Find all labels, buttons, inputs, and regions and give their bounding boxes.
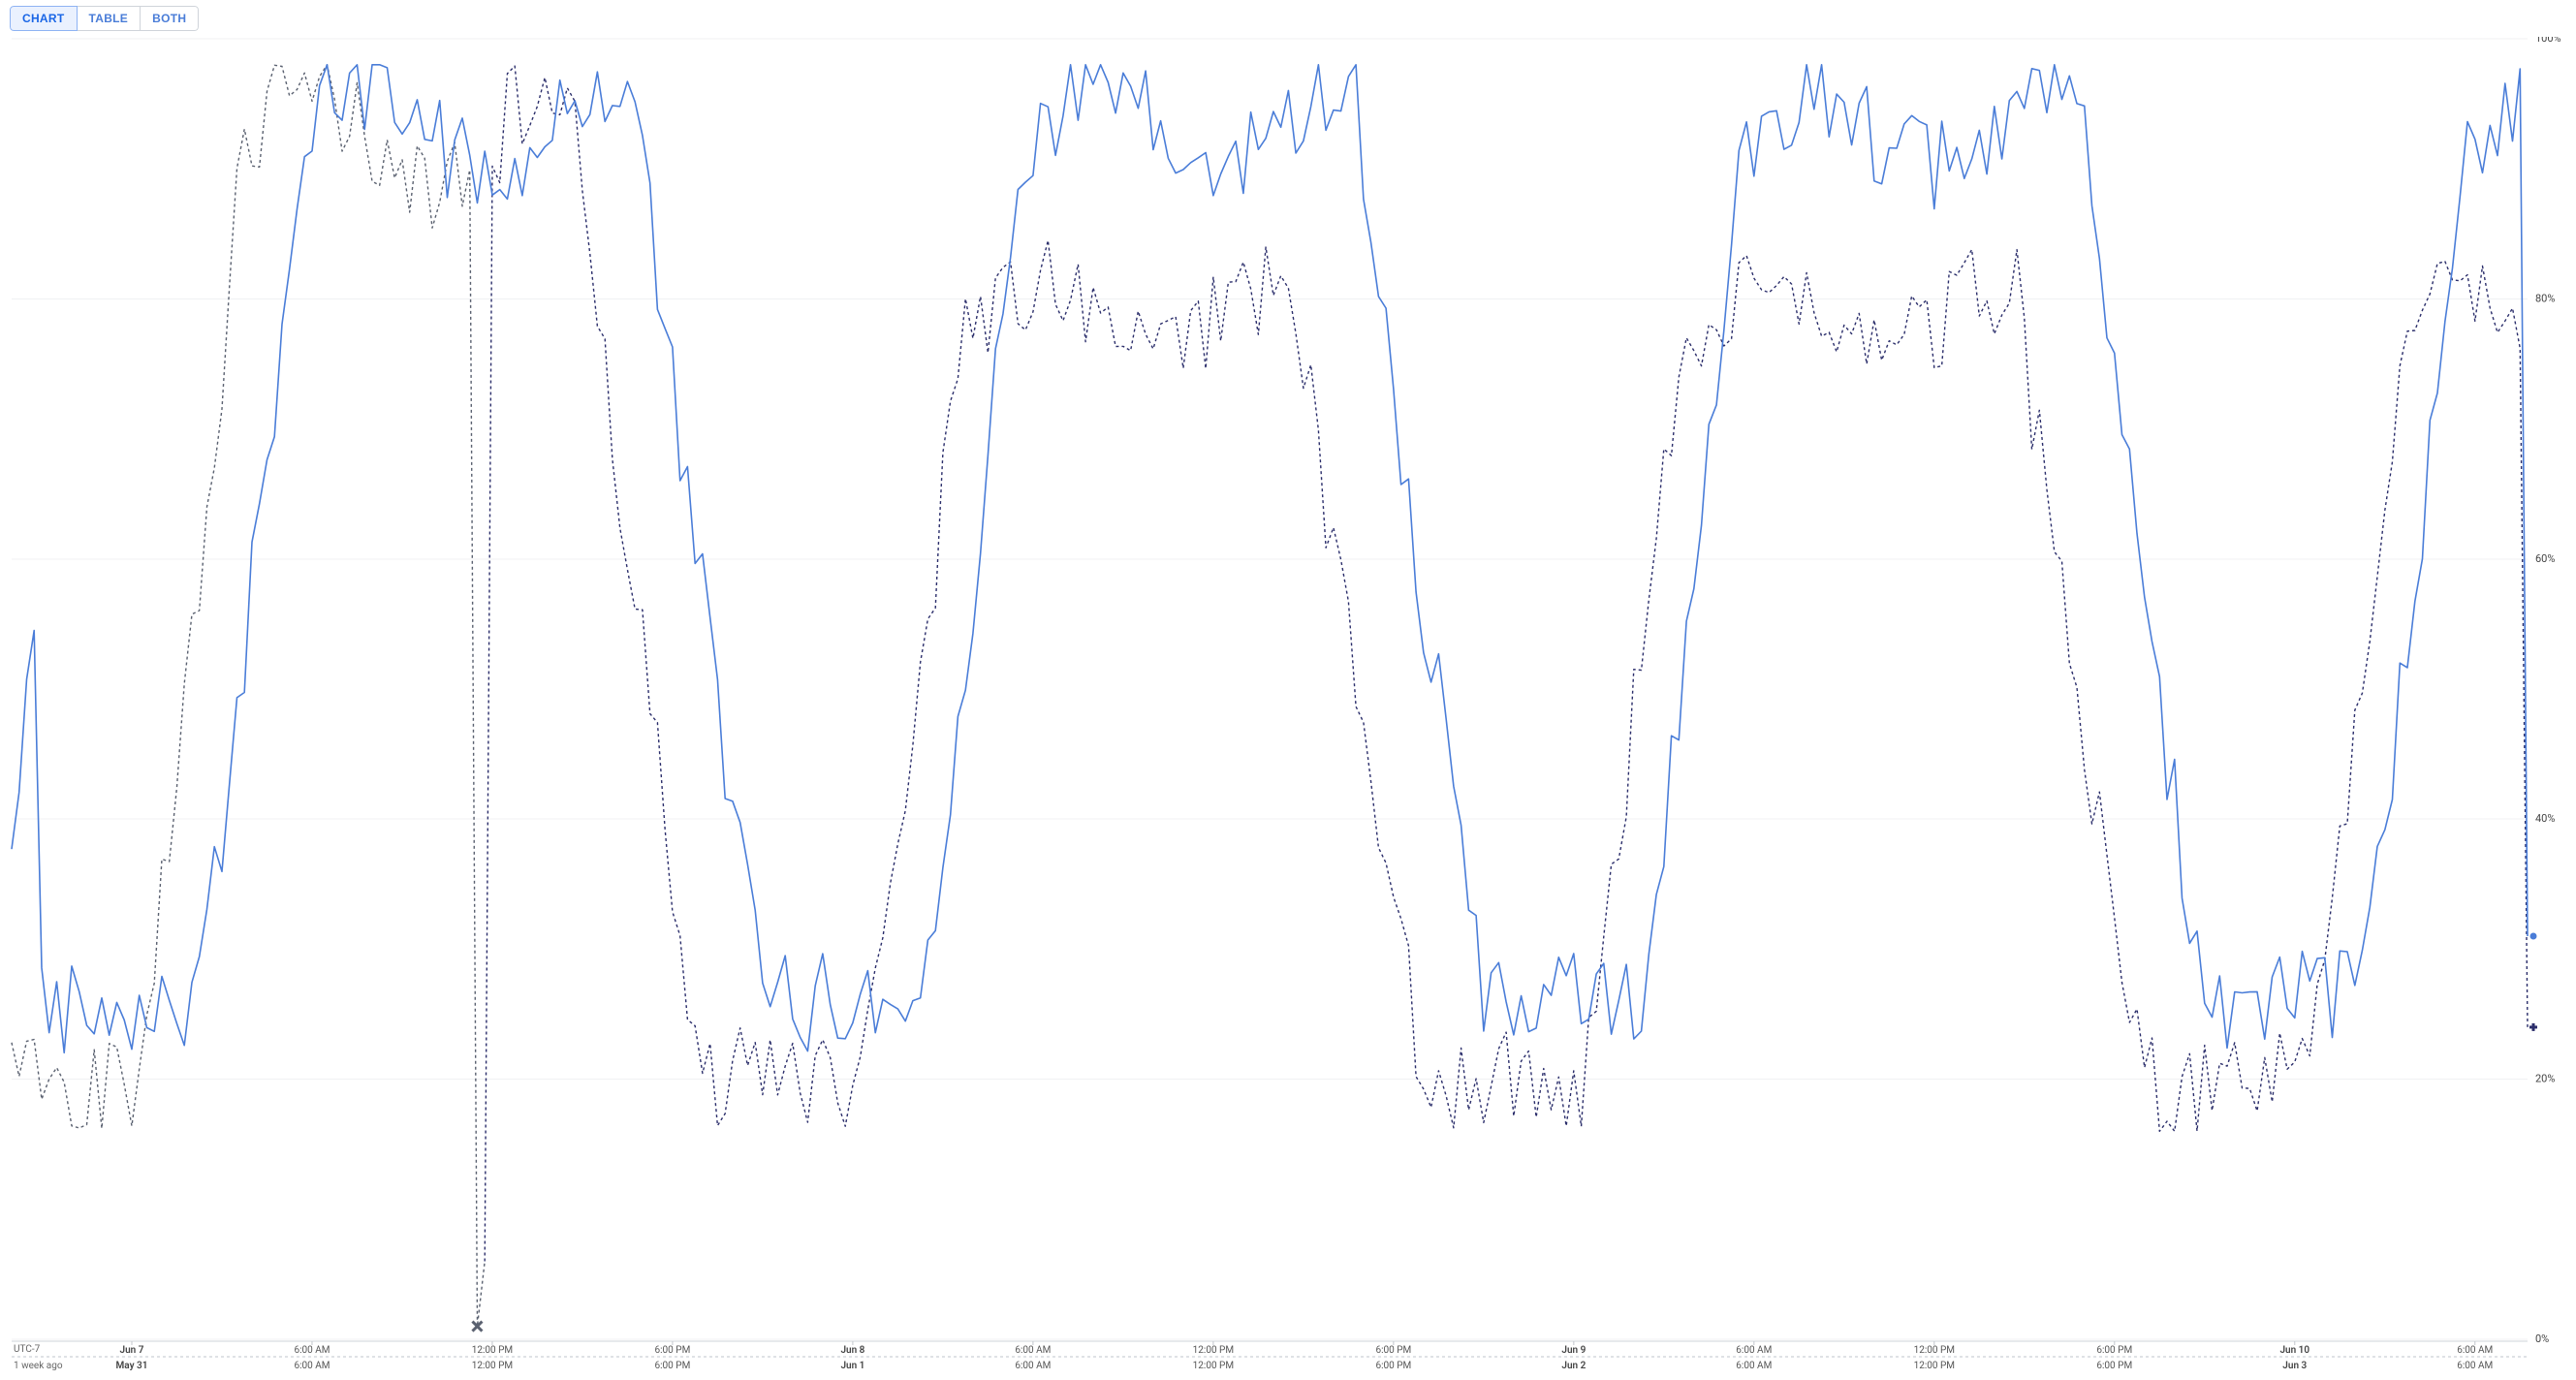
svg-text:6:00 AM: 6:00 AM <box>294 1361 330 1371</box>
svg-text:12:00 PM: 12:00 PM <box>1914 1345 1955 1356</box>
svg-text:20%: 20% <box>2535 1073 2555 1085</box>
tab-table[interactable]: TABLE <box>78 6 141 31</box>
svg-text:0%: 0% <box>2535 1333 2549 1345</box>
chart-area[interactable]: 0% 20% 40% 60% 80% 100% UTC-7 1 week ago Jun 7 Ma… <box>4 37 2572 1376</box>
svg-text:Jun 7: Jun 7 <box>120 1345 144 1356</box>
svg-text:1 week ago: 1 week ago <box>14 1361 63 1371</box>
svg-text:12:00 PM: 12:00 PM <box>1193 1345 1234 1356</box>
svg-text:40%: 40% <box>2535 812 2555 825</box>
svg-text:Jun 2: Jun 2 <box>1561 1361 1586 1371</box>
svg-text:6:00 AM: 6:00 AM <box>1736 1345 1772 1356</box>
svg-text:6:00 AM: 6:00 AM <box>1015 1345 1051 1356</box>
svg-text:UTC-7: UTC-7 <box>14 1344 41 1355</box>
svg-text:6:00 PM: 6:00 PM <box>1375 1345 1411 1356</box>
svg-text:Jun 10: Jun 10 <box>2279 1345 2309 1356</box>
tab-chart[interactable]: CHART <box>10 6 78 31</box>
svg-text:6:00 AM: 6:00 AM <box>1015 1361 1051 1371</box>
svg-text:May 31: May 31 <box>116 1361 148 1371</box>
svg-text:100%: 100% <box>2535 37 2561 45</box>
svg-text:6:00 AM: 6:00 AM <box>1736 1361 1772 1371</box>
svg-text:Jun 1: Jun 1 <box>840 1361 864 1371</box>
svg-text:Jun 9: Jun 9 <box>1561 1345 1586 1356</box>
svg-text:6:00 PM: 6:00 PM <box>2096 1361 2132 1371</box>
svg-text:12:00 PM: 12:00 PM <box>472 1345 513 1356</box>
svg-text:6:00 AM: 6:00 AM <box>294 1345 330 1356</box>
svg-text:Jun 3: Jun 3 <box>2282 1361 2307 1371</box>
svg-text:12:00 PM: 12:00 PM <box>1193 1361 1234 1371</box>
svg-text:6:00 PM: 6:00 PM <box>655 1345 691 1356</box>
tab-both[interactable]: BOTH <box>141 6 199 31</box>
svg-text:12:00 PM: 12:00 PM <box>1914 1361 1955 1371</box>
view-toggle: CHART TABLE BOTH <box>4 4 2572 37</box>
segmented-control: CHART TABLE BOTH <box>10 6 199 31</box>
svg-text:6:00 PM: 6:00 PM <box>2096 1345 2132 1356</box>
svg-text:6:00 AM: 6:00 AM <box>2457 1361 2493 1371</box>
svg-text:60%: 60% <box>2535 552 2555 565</box>
svg-text:6:00 AM: 6:00 AM <box>2457 1345 2493 1356</box>
svg-text:Jun 8: Jun 8 <box>840 1345 864 1356</box>
svg-text:6:00 PM: 6:00 PM <box>655 1361 691 1371</box>
svg-text:80%: 80% <box>2535 292 2555 304</box>
svg-text:6:00 PM: 6:00 PM <box>1375 1361 1411 1371</box>
svg-text:12:00 PM: 12:00 PM <box>472 1361 513 1371</box>
time-series-chart: 0% 20% 40% 60% 80% 100% UTC-7 1 week ago Jun 7 Ma… <box>4 37 2572 1376</box>
